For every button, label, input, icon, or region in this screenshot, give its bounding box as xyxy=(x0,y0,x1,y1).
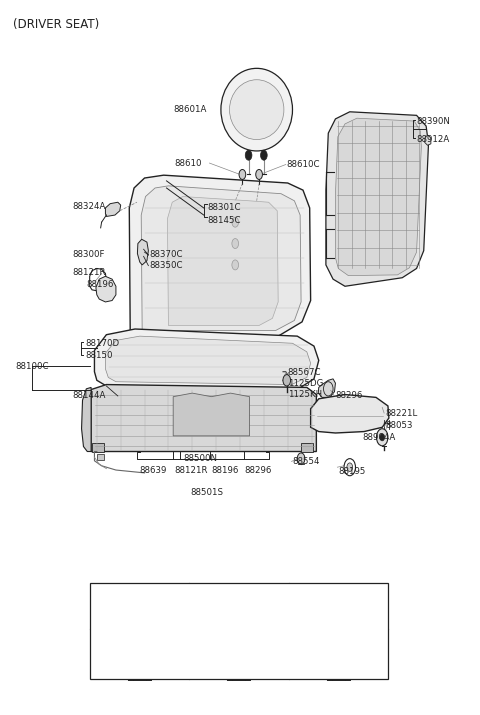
Circle shape xyxy=(239,169,246,179)
Text: 88554: 88554 xyxy=(292,457,320,466)
Circle shape xyxy=(297,453,305,464)
Text: 88296: 88296 xyxy=(336,391,363,400)
Polygon shape xyxy=(311,395,389,433)
Text: 88121R: 88121R xyxy=(72,268,106,277)
Text: 1229DE: 1229DE xyxy=(221,602,256,611)
Polygon shape xyxy=(96,276,116,302)
Text: 88100C: 88100C xyxy=(16,362,49,370)
Polygon shape xyxy=(173,393,250,436)
Text: 88301C: 88301C xyxy=(207,204,241,212)
Text: (DRIVER SEAT): (DRIVER SEAT) xyxy=(13,19,99,31)
Polygon shape xyxy=(336,118,421,275)
Polygon shape xyxy=(168,197,278,325)
Polygon shape xyxy=(425,135,431,145)
Text: 88350C: 88350C xyxy=(149,261,183,270)
Polygon shape xyxy=(106,336,311,385)
Circle shape xyxy=(347,463,353,471)
Ellipse shape xyxy=(221,69,292,151)
Ellipse shape xyxy=(229,80,284,139)
Polygon shape xyxy=(129,175,311,336)
Polygon shape xyxy=(137,240,148,265)
Text: 88370C: 88370C xyxy=(149,250,183,260)
Text: 88144A: 88144A xyxy=(72,391,106,400)
Text: 88300F: 88300F xyxy=(72,250,105,260)
Bar xyxy=(90,583,388,679)
Text: 88145C: 88145C xyxy=(207,215,241,225)
Polygon shape xyxy=(82,388,91,451)
Polygon shape xyxy=(326,112,429,286)
Circle shape xyxy=(256,169,263,179)
Text: 88610C: 88610C xyxy=(287,160,320,169)
Text: 88221L: 88221L xyxy=(385,408,418,418)
Polygon shape xyxy=(106,202,120,217)
Text: 88904A: 88904A xyxy=(362,433,396,443)
Text: 88912A: 88912A xyxy=(417,135,450,144)
Ellipse shape xyxy=(328,628,348,645)
Text: 88567C: 88567C xyxy=(288,368,321,377)
Circle shape xyxy=(380,434,384,441)
Text: 88053: 88053 xyxy=(385,420,413,430)
Text: 88639: 88639 xyxy=(140,465,167,475)
Text: 88196: 88196 xyxy=(212,465,239,475)
Text: 1125KH: 1125KH xyxy=(288,390,322,399)
Text: 88500N: 88500N xyxy=(184,454,218,463)
Text: 88390N: 88390N xyxy=(417,117,450,127)
Polygon shape xyxy=(91,385,316,451)
Text: 1243DB: 1243DB xyxy=(121,602,157,611)
Circle shape xyxy=(232,239,239,249)
Polygon shape xyxy=(141,186,301,330)
Text: 1125DG: 1125DG xyxy=(288,380,323,388)
Text: 88196: 88196 xyxy=(86,280,114,289)
Text: 1249BA: 1249BA xyxy=(321,602,356,611)
Polygon shape xyxy=(97,454,105,460)
Ellipse shape xyxy=(129,628,150,645)
Text: 88296: 88296 xyxy=(245,465,272,475)
Circle shape xyxy=(232,217,239,227)
Polygon shape xyxy=(318,379,336,398)
Polygon shape xyxy=(95,329,319,390)
Text: 88150: 88150 xyxy=(85,351,112,360)
Text: 88610: 88610 xyxy=(174,159,202,167)
Circle shape xyxy=(376,429,388,446)
Text: 88601A: 88601A xyxy=(173,105,206,114)
Ellipse shape xyxy=(228,628,249,645)
Circle shape xyxy=(245,150,252,160)
Text: 88170D: 88170D xyxy=(85,340,119,348)
Polygon shape xyxy=(301,443,312,451)
Text: 88324A: 88324A xyxy=(72,202,106,211)
Text: 88501S: 88501S xyxy=(190,488,223,498)
Polygon shape xyxy=(92,443,104,451)
Circle shape xyxy=(283,375,290,386)
Circle shape xyxy=(261,150,267,160)
Circle shape xyxy=(232,260,239,270)
Text: 88121R: 88121R xyxy=(175,465,208,475)
Text: 88195: 88195 xyxy=(339,467,366,476)
